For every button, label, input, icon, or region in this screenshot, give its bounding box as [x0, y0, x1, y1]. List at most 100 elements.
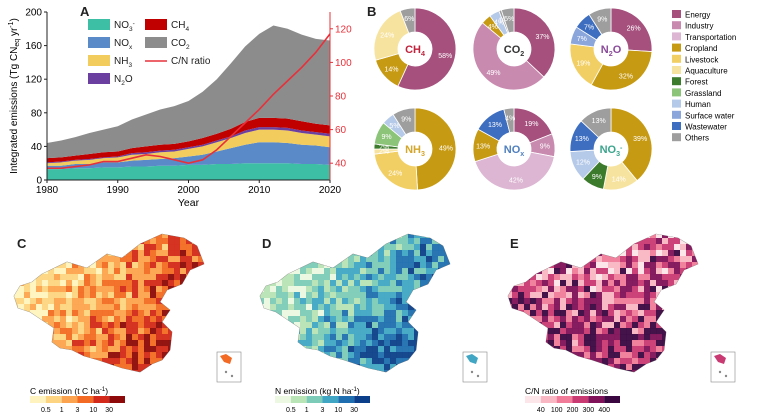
map-cell [264, 328, 271, 335]
map-cell [342, 250, 349, 257]
map-cell [578, 234, 585, 239]
map-cell [614, 322, 621, 329]
map-cell [402, 334, 409, 341]
map-cell [294, 286, 301, 293]
map-cell [402, 364, 409, 371]
map-cell [138, 358, 145, 365]
map-cell [390, 304, 397, 311]
map-cell [72, 376, 78, 382]
map-cell [668, 364, 675, 371]
map-cell [590, 250, 597, 257]
map-cell [90, 280, 97, 287]
map-cell [294, 346, 301, 353]
map-cell [662, 358, 669, 365]
map-cell [572, 250, 579, 257]
map-cell [156, 358, 163, 365]
map-cell [530, 256, 537, 263]
map-cell [542, 364, 549, 371]
map-cell [420, 238, 427, 245]
donut-center-label: NOx [504, 144, 525, 158]
map-cell [668, 340, 675, 347]
donut-slice [474, 151, 555, 191]
map-cell [84, 244, 91, 251]
map-cell [438, 250, 445, 257]
map-cell [608, 340, 615, 347]
map-cell [78, 376, 84, 382]
map-cell [674, 316, 681, 323]
map-cell [668, 322, 675, 329]
map-cell [438, 322, 445, 329]
legend-label: Wastewater [685, 123, 727, 132]
map-cell [114, 280, 121, 287]
map-cell [384, 250, 391, 257]
map-cell [30, 364, 37, 371]
legend-swatch [672, 21, 681, 30]
map-cell [186, 358, 193, 365]
map-cell [542, 234, 549, 239]
map-cell [192, 322, 199, 329]
map-cell [384, 358, 391, 365]
map-cell [14, 370, 19, 372]
map-cell [138, 244, 145, 251]
map-cell [114, 310, 121, 317]
map-cell [312, 256, 319, 263]
map-cell [686, 298, 693, 305]
map-cell [680, 322, 687, 329]
map-cell [66, 256, 73, 263]
map-cell [306, 352, 313, 359]
map-cell [590, 322, 597, 329]
map-cell [438, 298, 445, 305]
map-cell [572, 346, 579, 353]
map-cell [554, 310, 561, 317]
map-cell [60, 322, 67, 329]
map-cell [132, 364, 139, 371]
map-cell [126, 304, 133, 311]
map-cell [390, 234, 397, 239]
map-cell [614, 274, 621, 281]
map-cell [282, 346, 289, 353]
map-cell [336, 310, 343, 317]
map-cell [536, 250, 543, 257]
map-cell [192, 262, 199, 269]
map-cell [324, 322, 331, 329]
map-cell [162, 304, 169, 311]
map-cell [174, 298, 181, 305]
map-cell [518, 364, 525, 371]
map-cell [426, 292, 433, 299]
map-cell [288, 298, 295, 305]
colorbar-e-bin [556, 396, 573, 403]
map-cell [24, 358, 31, 365]
map-cell [638, 280, 645, 287]
map-cell [342, 352, 349, 359]
map-cell [192, 234, 199, 239]
map-cell [692, 316, 698, 323]
map-cell [590, 298, 597, 305]
map-cell [312, 328, 319, 335]
map-cell [450, 364, 456, 370]
map-cell [372, 268, 379, 275]
map-cell [60, 238, 67, 245]
map-cell [378, 358, 385, 365]
map-cell [260, 244, 265, 251]
map-cell [102, 310, 109, 317]
map-cell [60, 268, 67, 275]
map-cell [318, 310, 325, 317]
map-cell [180, 298, 187, 305]
map-cell [192, 292, 199, 299]
map-cell [680, 328, 687, 335]
map-cell [78, 274, 85, 281]
map-cell [360, 268, 367, 275]
map-cell [162, 286, 169, 293]
map-cell [354, 310, 361, 317]
map-cell [396, 376, 402, 382]
map-cell [372, 322, 379, 329]
map-cell [120, 316, 127, 323]
map-cell [84, 376, 90, 382]
map-cell [120, 340, 127, 347]
map-cell [162, 256, 169, 263]
map-cell [542, 268, 549, 275]
map-cell [408, 352, 415, 359]
map-cell [96, 328, 103, 335]
map-cell [180, 340, 187, 347]
map-cell [336, 298, 343, 305]
